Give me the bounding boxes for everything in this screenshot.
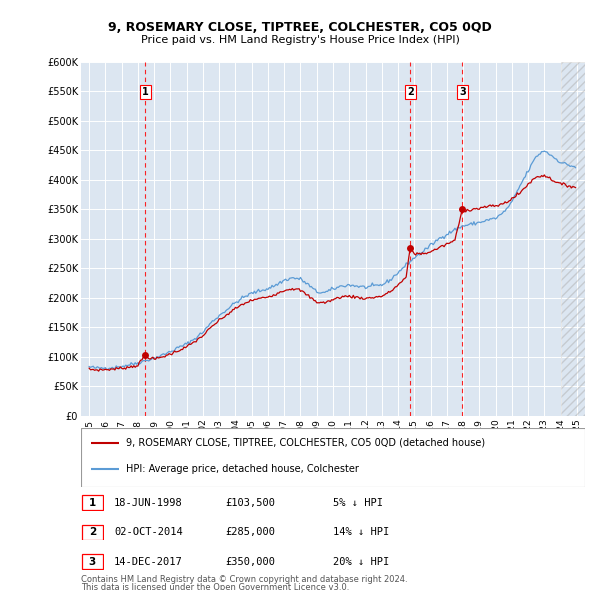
Text: 9, ROSEMARY CLOSE, TIPTREE, COLCHESTER, CO5 0QD (detached house): 9, ROSEMARY CLOSE, TIPTREE, COLCHESTER, … <box>127 438 485 447</box>
FancyBboxPatch shape <box>82 554 103 569</box>
FancyBboxPatch shape <box>81 428 585 487</box>
Text: 2: 2 <box>407 87 413 97</box>
Text: 3: 3 <box>89 557 96 566</box>
Text: 1: 1 <box>89 498 96 507</box>
Text: 02-OCT-2014: 02-OCT-2014 <box>114 527 183 537</box>
Text: 9, ROSEMARY CLOSE, TIPTREE, COLCHESTER, CO5 0QD: 9, ROSEMARY CLOSE, TIPTREE, COLCHESTER, … <box>108 21 492 34</box>
Text: 1: 1 <box>142 87 149 97</box>
Text: 5% ↓ HPI: 5% ↓ HPI <box>333 498 383 507</box>
Text: £285,000: £285,000 <box>225 527 275 537</box>
Text: 2: 2 <box>89 527 96 537</box>
FancyBboxPatch shape <box>82 495 103 510</box>
Text: Contains HM Land Registry data © Crown copyright and database right 2024.: Contains HM Land Registry data © Crown c… <box>81 575 407 584</box>
FancyBboxPatch shape <box>82 525 103 540</box>
Text: 20% ↓ HPI: 20% ↓ HPI <box>333 557 389 566</box>
Text: 14% ↓ HPI: 14% ↓ HPI <box>333 527 389 537</box>
Text: This data is licensed under the Open Government Licence v3.0.: This data is licensed under the Open Gov… <box>81 582 349 590</box>
Text: Price paid vs. HM Land Registry's House Price Index (HPI): Price paid vs. HM Land Registry's House … <box>140 35 460 45</box>
Text: £103,500: £103,500 <box>225 498 275 507</box>
Text: 3: 3 <box>459 87 466 97</box>
Text: 18-JUN-1998: 18-JUN-1998 <box>114 498 183 507</box>
Text: £350,000: £350,000 <box>225 557 275 566</box>
Text: HPI: Average price, detached house, Colchester: HPI: Average price, detached house, Colc… <box>127 464 359 474</box>
Text: 14-DEC-2017: 14-DEC-2017 <box>114 557 183 566</box>
